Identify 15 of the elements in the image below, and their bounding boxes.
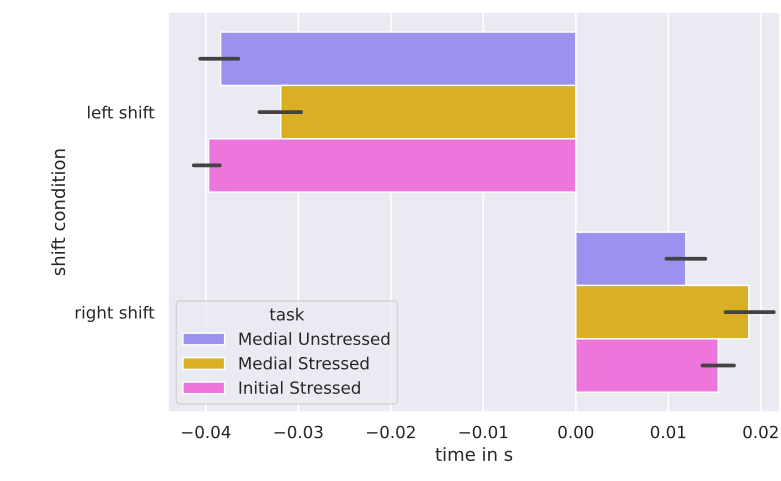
legend-label: Medial Stressed xyxy=(240,356,368,370)
x-tick-label: −0.04 xyxy=(182,426,230,438)
x-tick-label: 0.01 xyxy=(650,426,686,438)
x-tick-label: −0.02 xyxy=(367,426,415,438)
y-tick-label: right shift xyxy=(76,306,154,322)
legend-title: task xyxy=(270,308,304,321)
x-axis-title: time in s xyxy=(435,447,512,462)
y-tick-label: left shift xyxy=(88,106,154,119)
y-axis-title: shift condition xyxy=(51,150,66,276)
legend-label: Medial Unstressed xyxy=(240,332,390,346)
legend-label: Initial Stressed xyxy=(240,381,360,394)
x-tick-label: 0.02 xyxy=(743,426,778,438)
x-tick-label: −0.03 xyxy=(274,426,323,438)
x-tick-label: −0.01 xyxy=(460,426,508,438)
x-tick-label: 0.00 xyxy=(558,426,594,438)
